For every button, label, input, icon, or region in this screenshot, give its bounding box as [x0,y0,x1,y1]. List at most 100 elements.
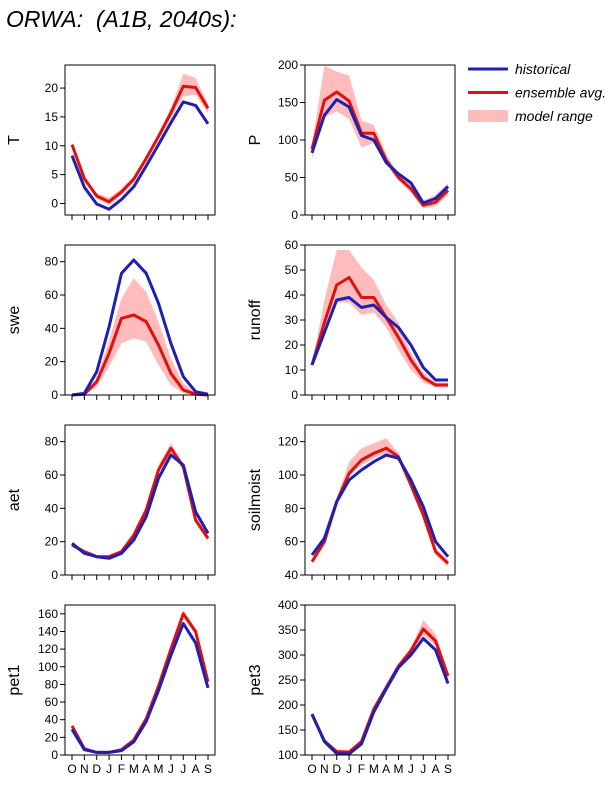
plot-frame [64,604,216,756]
x-tick-label: J [168,762,174,776]
model-range-band [312,250,448,388]
x-tick-label: M [154,762,164,776]
page-title: ORWA: (A1B, 2040s): [6,6,237,32]
y-tick-label: 40 [45,713,59,727]
legend: historical ensemble avg. model range [468,61,606,124]
y-tick-label: 80 [285,501,299,515]
panel-aet: 0 20 40 60 80 aet [6,424,216,582]
x-tick-label: S [444,762,452,776]
y-tick-label: 100 [278,748,298,762]
legend-swatch [468,110,508,122]
y-tick-label: 200 [278,58,298,72]
y-tick-label: 20 [45,730,59,744]
legend-entry: model range [468,108,593,124]
ensemble-avg-line [71,313,209,397]
y-tick-label: 40 [45,501,59,515]
y-tick-label: 60 [45,695,59,709]
y-axis-label: pet1 [6,664,23,695]
historical-line [70,100,210,211]
legend-label: ensemble avg. [515,85,606,101]
y-tick-label: 150 [278,96,298,110]
y-tick-label: 15 [45,110,59,124]
x-tick-label: D [332,762,341,776]
y-axis-label: aet [6,488,23,511]
y-axis-label: soilmoist [247,468,264,531]
plot-frame [64,244,216,396]
y-tick-label: 160 [38,607,58,621]
y-tick-label: 40 [285,288,299,302]
y-tick-label: 300 [278,648,298,662]
model-range-band [312,65,448,209]
ensemble-avg-line [310,276,448,387]
y-axis-label: pet3 [247,664,264,695]
y-tick-label: 80 [45,435,59,449]
historical-line [71,258,209,397]
y-tick-label: 120 [278,435,298,449]
plot-frame [64,64,216,216]
x-tick-label: J [420,762,426,776]
y-tick-label: 10 [285,363,299,377]
y-tick-label: 250 [278,673,298,687]
x-tick-label: O [67,762,76,776]
historical-line [310,296,448,382]
legend-entry: ensemble avg. [468,85,606,101]
plot-frame [304,424,456,576]
model-range-band [72,278,208,395]
historical-line [70,622,210,754]
x-tick-label: J [180,762,186,776]
x-tick-label: A [142,762,150,776]
panel-T: 0 5 10 15 20 T [6,64,216,220]
y-tick-label: 80 [45,255,59,269]
legend-label: historical [515,61,571,77]
historical-line [71,453,210,560]
y-tick-label: 0 [291,208,298,222]
y-tick-label: 40 [45,321,59,335]
model-range-band [312,620,448,753]
y-tick-label: 50 [285,263,299,277]
y-tick-label: 120 [38,642,58,656]
panels: 05101520T050100150200P020406080swe010203… [6,58,456,776]
x-tick-label: F [358,762,365,776]
y-axis-label: swe [6,306,23,335]
x-tick-label: M [129,762,139,776]
x-tick-label: A [382,762,390,776]
historical-line [310,98,450,205]
y-tick-label: 5 [51,168,58,182]
y-tick-label: 20 [45,535,59,549]
x-tick-label: N [80,762,89,776]
x-tick-label: M [369,762,379,776]
y-axis-label: T [6,135,23,145]
y-tick-label: 0 [51,388,58,402]
y-tick-label: 30 [285,313,299,327]
x-tick-label: A [192,762,200,776]
legend-label: model range [515,108,593,124]
legend-entry: historical [468,61,571,77]
y-tick-label: 60 [285,238,299,252]
x-tick-label: N [320,762,329,776]
plot-frame [64,424,216,576]
y-tick-label: 0 [51,748,58,762]
x-tick-label: S [204,762,212,776]
ensemble-avg-line [310,627,450,754]
panel-soilmoist: 40 60 80 100 120 soilmoist [247,424,456,582]
y-tick-label: 20 [45,81,59,95]
ensemble-avg-line [71,446,210,559]
x-tick-label: A [432,762,440,776]
x-tick-label: J [408,762,414,776]
historical-line [310,637,450,756]
y-tick-label: 100 [278,133,298,147]
x-tick-label: J [346,762,352,776]
y-tick-label: 0 [51,196,58,210]
model-range-band [72,73,208,206]
x-tick-label: D [92,762,101,776]
y-tick-label: 60 [285,535,299,549]
plot-frame [304,604,456,756]
model-range-band [72,443,208,559]
x-tick-label: J [106,762,112,776]
panel-swe: 0 20 40 60 80 swe [6,244,216,402]
y-tick-label: 0 [51,568,58,582]
y-tick-label: 350 [278,623,298,637]
